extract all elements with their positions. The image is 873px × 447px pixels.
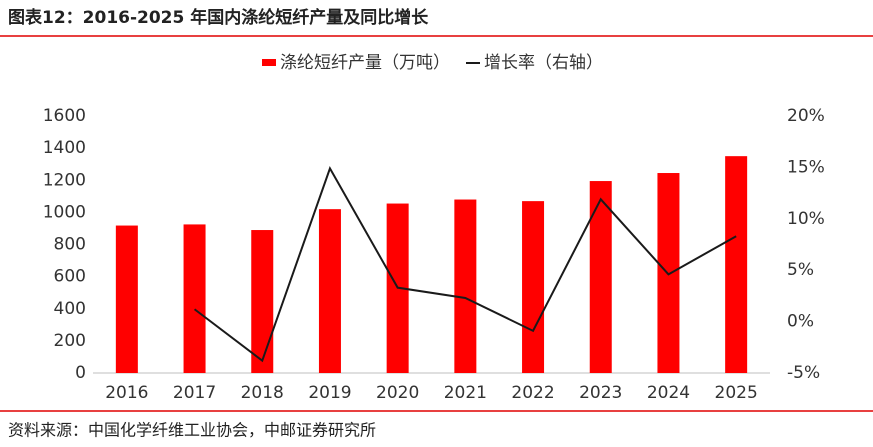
x-tick-label: 2018 <box>241 383 284 403</box>
source: 资料来源：中国化学纤维工业协会，中邮证券研究所 <box>8 421 376 440</box>
legend-label: 增长率（右轴） <box>484 53 603 73</box>
x-tick-label: 2022 <box>511 383 554 403</box>
bar <box>318 209 341 373</box>
bar <box>251 230 274 373</box>
y-tick-label: 400 <box>54 299 86 319</box>
x-tick-label: 2019 <box>308 383 351 403</box>
legend-label: 涤纶短纤产量（万吨） <box>280 53 450 73</box>
x-tick-label: 2020 <box>376 383 419 403</box>
y-tick-label: 800 <box>54 235 86 255</box>
x-tick-label: 2024 <box>647 383 690 403</box>
bar <box>115 225 138 373</box>
bar <box>454 199 477 373</box>
y-tick-label: 1000 <box>43 202 86 222</box>
bar <box>183 224 206 373</box>
bar <box>522 201 545 373</box>
x-tick-label: 2025 <box>715 383 758 403</box>
y-tick-label: 600 <box>54 267 86 287</box>
x-tick-label: 2017 <box>173 383 216 403</box>
y-tick-label: 200 <box>54 331 86 351</box>
y-tick-label: 1200 <box>43 170 86 190</box>
y-tick-label: 1400 <box>43 138 86 158</box>
line <box>193 166 737 363</box>
y-tick-label: 0 <box>75 363 86 383</box>
y2-tick-label: -5% <box>787 363 820 383</box>
y2-tick-label: 20% <box>787 106 825 126</box>
x-tick-label: 2016 <box>105 383 148 403</box>
y2-tick-label: 0% <box>787 312 814 332</box>
y2-tick-label: 5% <box>787 260 814 280</box>
x-tick-label: 2021 <box>444 383 487 403</box>
bar <box>725 156 748 373</box>
chart-title: 图表12：2016-2025 年国内涤纶短纤产量及同比增长 <box>8 7 429 28</box>
y2-tick-label: 15% <box>787 157 825 177</box>
y2-tick-label: 10% <box>787 209 825 229</box>
bar <box>589 181 612 373</box>
x-tick-label: 2023 <box>579 383 622 403</box>
y-tick-label: 1600 <box>43 106 86 126</box>
legend-swatch <box>262 59 276 66</box>
